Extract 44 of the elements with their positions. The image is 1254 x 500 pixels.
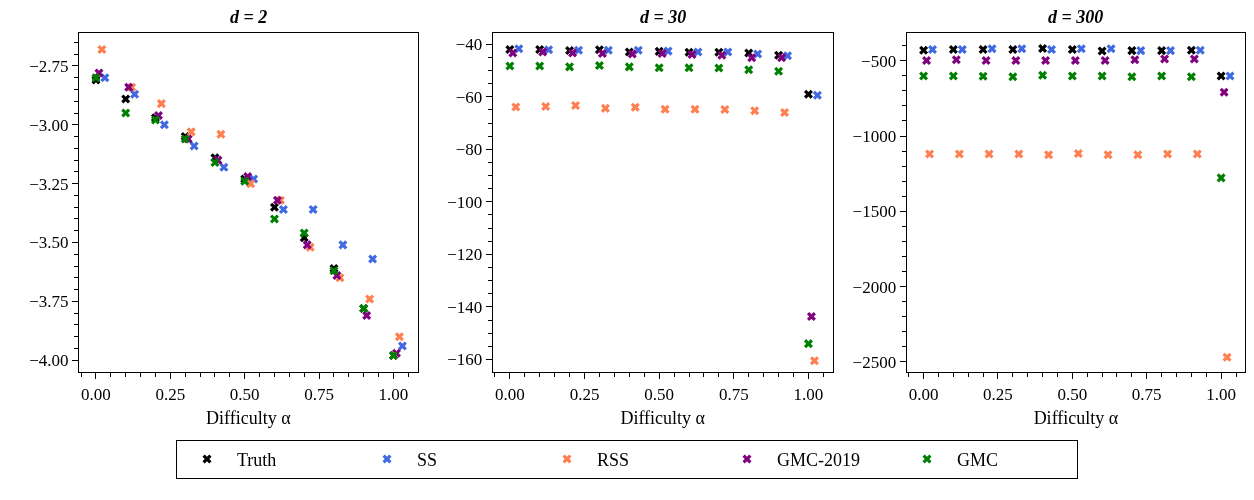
chart-title: d = 300 <box>1048 7 1104 27</box>
y-tick-label: −2500 <box>852 352 897 372</box>
x-axis-title: Difficulty α <box>620 407 706 428</box>
x-tick-label: 0.50 <box>229 384 260 404</box>
y-tick-label: −160 <box>447 350 483 370</box>
y-tick-label: −1500 <box>852 202 897 222</box>
y-tick-label: −80 <box>455 140 483 160</box>
y-tick-label: −40 <box>455 35 483 55</box>
legend-label: Truth <box>237 450 277 471</box>
y-tick-label: −120 <box>447 245 483 265</box>
y-tick-label: −3.75 <box>29 292 69 312</box>
x-axis-title: Difficulty α <box>206 407 292 428</box>
y-tick-label: −2000 <box>852 277 897 297</box>
x-tick-label: 1.00 <box>378 384 409 404</box>
x-tick-label: 0.75 <box>1131 384 1162 404</box>
y-tick-label: −2.75 <box>29 56 69 76</box>
x-axis-title: Difficulty α <box>1033 407 1119 428</box>
y-tick-label: −60 <box>455 87 483 107</box>
y-tick-label: −4.00 <box>29 351 69 371</box>
y-tick-label: −140 <box>447 297 483 317</box>
y-tick-label: −100 <box>447 192 483 212</box>
x-tick-label: 1.00 <box>1206 384 1236 404</box>
x-tick-label: 0.50 <box>1057 384 1088 404</box>
y-tick-label: −3.25 <box>29 174 69 194</box>
y-tick-label: −3.00 <box>29 115 69 135</box>
x-tick-label: 0.00 <box>908 384 939 404</box>
x-tick-label: 0.00 <box>81 384 111 404</box>
x-tick-label: 0.25 <box>155 384 186 404</box>
legend-label: RSS <box>597 450 630 471</box>
legend-label: SS <box>417 450 438 471</box>
x-tick-label: 0.75 <box>304 384 334 404</box>
x-tick-label: 1.00 <box>793 384 824 404</box>
x-tick-label: 0.00 <box>494 384 525 404</box>
y-tick-label: −1000 <box>852 126 897 146</box>
x-tick-label: 0.50 <box>644 384 675 404</box>
x-tick-label: 0.75 <box>718 384 749 404</box>
legend-label: GMC-2019 <box>777 450 861 471</box>
legend-label: GMC <box>957 450 999 471</box>
y-tick-label: −3.50 <box>29 233 69 253</box>
x-tick-label: 0.25 <box>983 384 1013 404</box>
x-tick-label: 0.25 <box>569 384 600 404</box>
chart-title: d = 2 <box>230 7 268 27</box>
y-tick-label: −500 <box>861 51 897 71</box>
chart-title: d = 30 <box>640 7 687 27</box>
